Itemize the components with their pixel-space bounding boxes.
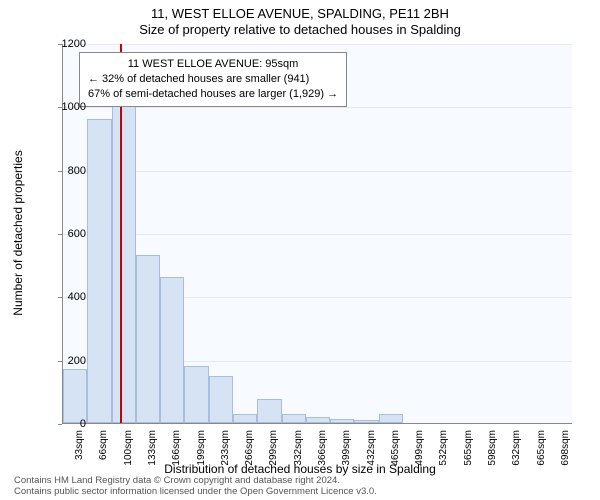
x-tick-label: 465sqm bbox=[390, 430, 401, 480]
x-tick-label: 233sqm bbox=[220, 430, 231, 480]
y-tick-mark bbox=[58, 44, 62, 45]
x-tick-label: 366sqm bbox=[317, 430, 328, 480]
y-tick-mark bbox=[58, 424, 62, 425]
x-tick-label: 665sqm bbox=[536, 430, 547, 480]
histogram-bar bbox=[306, 417, 330, 423]
x-tick-label: 565sqm bbox=[463, 430, 474, 480]
annotation-line-1: 11 WEST ELLOE AVENUE: 95sqm bbox=[88, 57, 338, 72]
x-tick-label: 299sqm bbox=[268, 430, 279, 480]
y-tick-mark bbox=[58, 361, 62, 362]
gridline bbox=[63, 171, 572, 172]
histogram-bar bbox=[379, 414, 403, 424]
y-tick-label: 600 bbox=[46, 228, 86, 240]
histogram-bar bbox=[233, 414, 257, 424]
x-tick-label: 166sqm bbox=[171, 430, 182, 480]
gridline bbox=[63, 44, 572, 45]
annotation-box: 11 WEST ELLOE AVENUE: 95sqm ← 32% of det… bbox=[79, 52, 347, 107]
plot-area: 11 WEST ELLOE AVENUE: 95sqm ← 32% of det… bbox=[62, 44, 572, 424]
x-tick-label: 266sqm bbox=[244, 430, 255, 480]
y-axis-label-text: Number of detached properties bbox=[11, 143, 25, 323]
x-tick-label: 698sqm bbox=[560, 430, 571, 480]
annotation-line-2: ← 32% of detached houses are smaller (94… bbox=[88, 72, 338, 87]
annotation-line-3: 67% of semi-detached houses are larger (… bbox=[88, 87, 338, 102]
histogram-bar bbox=[330, 419, 354, 423]
property-size-chart: 11, WEST ELLOE AVENUE, SPALDING, PE11 2B… bbox=[0, 0, 600, 500]
y-tick-label: 400 bbox=[46, 291, 86, 303]
histogram-bar bbox=[112, 84, 136, 423]
x-tick-label: 133sqm bbox=[147, 430, 158, 480]
x-tick-label: 432sqm bbox=[366, 430, 377, 480]
y-tick-label: 1000 bbox=[46, 101, 86, 113]
y-tick-label: 800 bbox=[46, 165, 86, 177]
histogram-bar bbox=[63, 369, 87, 423]
histogram-bar bbox=[87, 119, 111, 423]
gridline bbox=[63, 234, 572, 235]
x-tick-label: 66sqm bbox=[98, 430, 109, 480]
chart-title-sub: Size of property relative to detached ho… bbox=[0, 22, 600, 37]
histogram-bar bbox=[257, 399, 281, 423]
x-tick-label: 532sqm bbox=[438, 430, 449, 480]
y-tick-mark bbox=[58, 297, 62, 298]
gridline bbox=[63, 107, 572, 108]
x-tick-label: 33sqm bbox=[74, 430, 85, 480]
x-tick-label: 499sqm bbox=[414, 430, 425, 480]
x-tick-label: 100sqm bbox=[123, 430, 134, 480]
histogram-bar bbox=[209, 376, 233, 424]
histogram-bar bbox=[282, 414, 306, 424]
histogram-bar bbox=[136, 255, 160, 423]
histogram-bar bbox=[160, 277, 184, 423]
histogram-bar bbox=[184, 366, 208, 423]
x-tick-label: 598sqm bbox=[487, 430, 498, 480]
x-tick-label: 199sqm bbox=[196, 430, 207, 480]
histogram-bar bbox=[354, 420, 378, 423]
chart-title-main: 11, WEST ELLOE AVENUE, SPALDING, PE11 2B… bbox=[0, 6, 600, 21]
x-tick-label: 632sqm bbox=[511, 430, 522, 480]
footer-line-2: Contains public sector information licen… bbox=[14, 487, 377, 498]
y-tick-mark bbox=[58, 107, 62, 108]
y-tick-mark bbox=[58, 171, 62, 172]
y-tick-label: 200 bbox=[46, 355, 86, 367]
y-tick-label: 1200 bbox=[46, 38, 86, 50]
y-axis-label: Number of detached properties bbox=[8, 44, 24, 424]
y-tick-mark bbox=[58, 234, 62, 235]
x-tick-label: 332sqm bbox=[293, 430, 304, 480]
x-tick-label: 399sqm bbox=[341, 430, 352, 480]
y-tick-label: 0 bbox=[46, 418, 86, 430]
